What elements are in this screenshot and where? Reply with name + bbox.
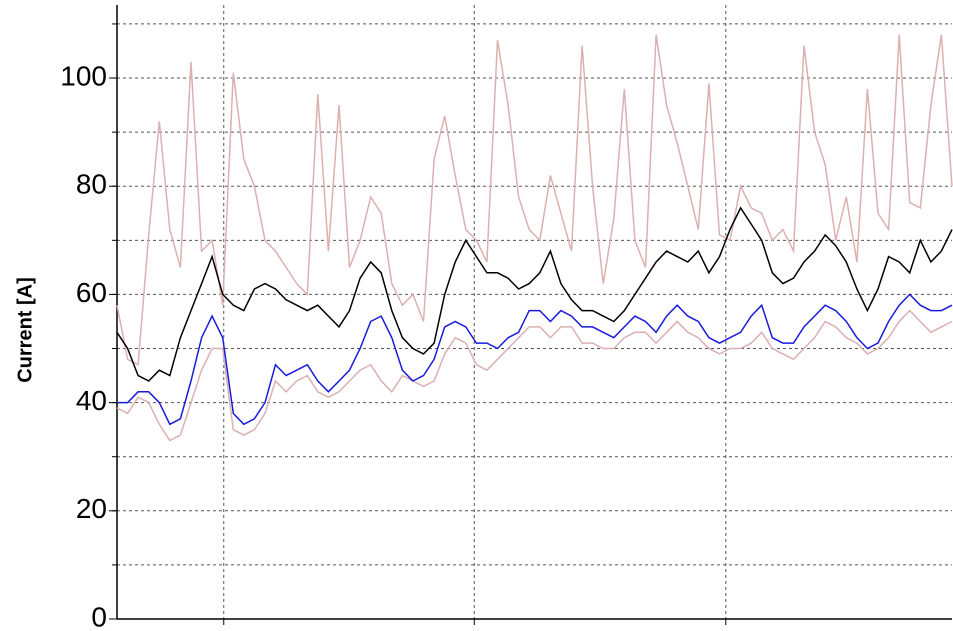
y-tick-label: 40 xyxy=(76,385,107,416)
series-line xyxy=(116,34,953,366)
series-line xyxy=(116,309,953,442)
y-tick-label: 60 xyxy=(76,277,107,308)
y-tick-label: 0 xyxy=(91,601,107,631)
y-tick-label: 20 xyxy=(76,493,107,524)
series-line xyxy=(117,293,953,426)
y-tick-label: 100 xyxy=(60,60,107,91)
y-tick-label: 80 xyxy=(76,169,107,200)
y-axis-label: Current [A] xyxy=(14,277,36,383)
series-line xyxy=(116,206,953,382)
